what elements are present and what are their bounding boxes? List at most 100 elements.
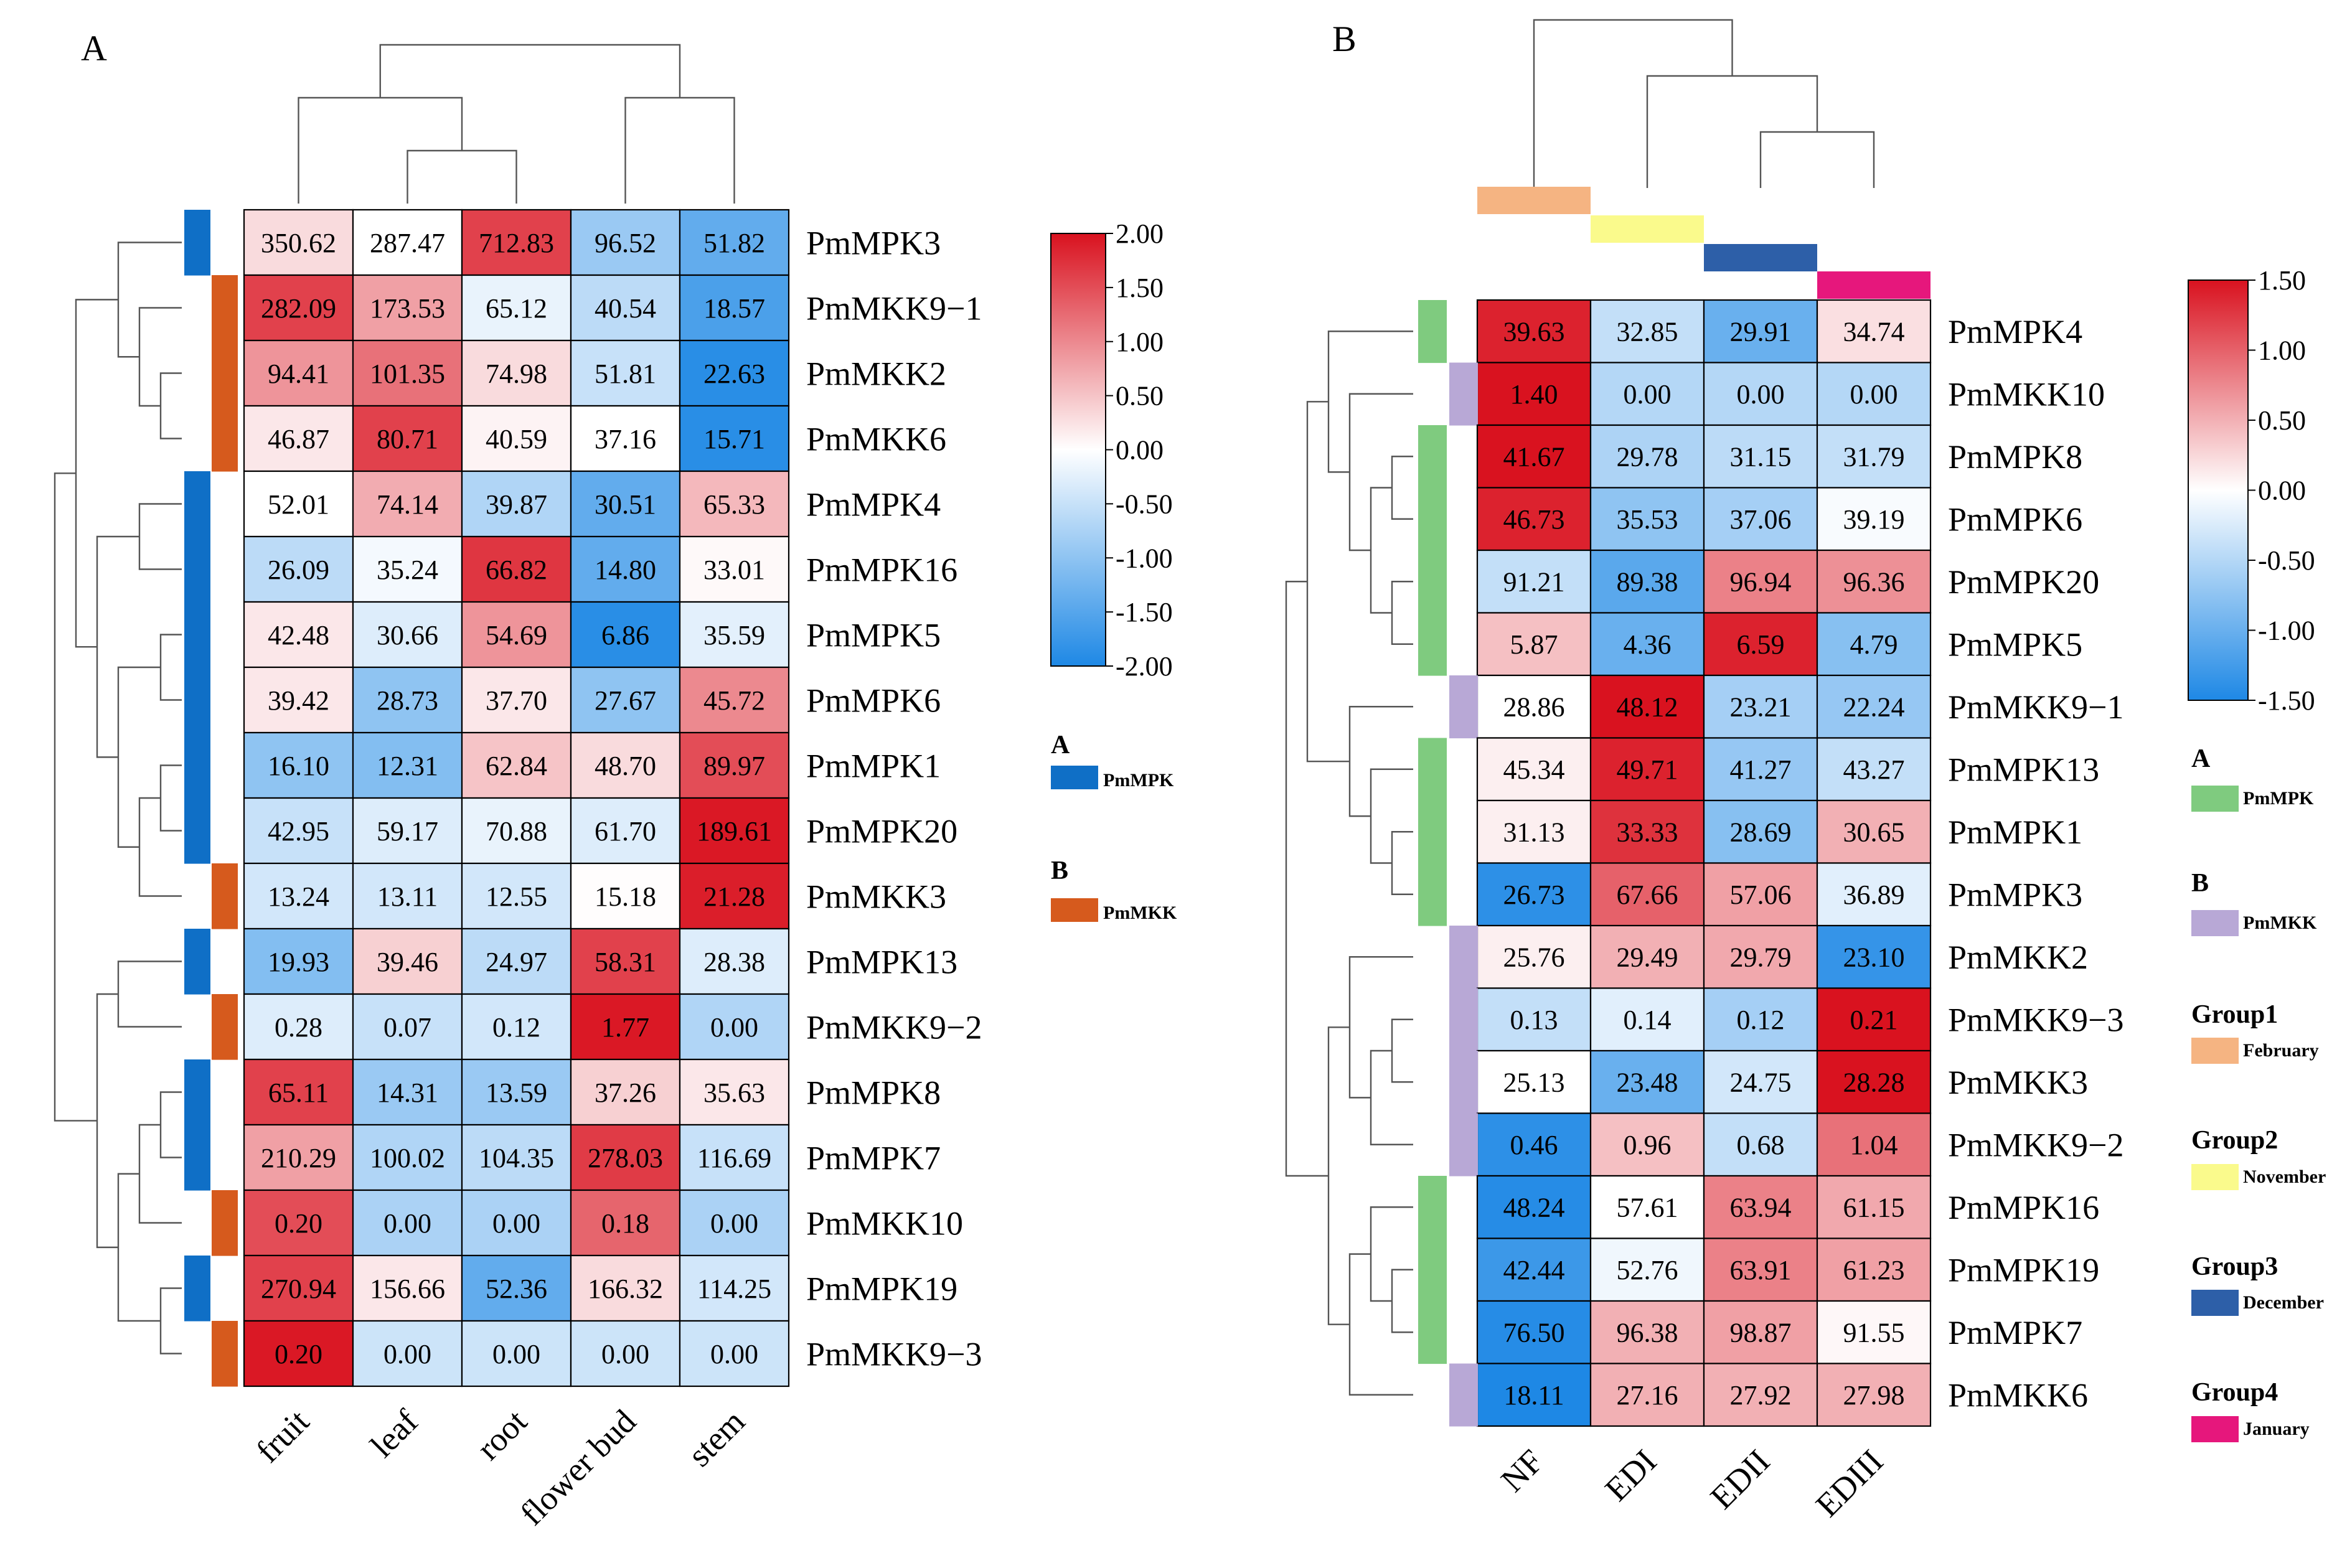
panel-a-value-label: 0.00 <box>710 1208 758 1239</box>
panel-b-family-bar-pmmpk1 <box>1418 800 1447 864</box>
panel-b-cell-pmmpk5-edii <box>1703 612 1818 677</box>
panel-a-value-label: 282.09 <box>261 293 336 324</box>
panel-a-value-label: 42.48 <box>268 620 329 650</box>
panel-b-cell-pmmpk13-edi <box>1589 737 1705 802</box>
panel-a-value-label: 0.00 <box>601 1339 649 1369</box>
panel-b-value-label: 30.65 <box>1843 817 1905 848</box>
panel-a-family-bar-pmmpk8 <box>184 1059 210 1125</box>
panel-a-cell-pmmkk10-stem <box>679 1189 790 1257</box>
panel-b-family-bar-pmmkk2 <box>1449 926 1478 989</box>
panel-b-column-dendrogram-branch <box>1533 19 1733 188</box>
panel-b-group-bar-nf <box>1477 187 1591 214</box>
panel-b-cell-pmmkk9-2-nf <box>1476 1112 1592 1177</box>
panel-b-cell-pmmkk6-edii <box>1703 1363 1818 1427</box>
panel-a-scale-tick-label: -1.50 <box>1116 597 1173 627</box>
panel-b-value-label: 57.06 <box>1730 880 1792 910</box>
panel-a-cell-pmmpk16-flower-bud <box>570 535 681 603</box>
panel-b-value-label: 24.75 <box>1730 1068 1792 1098</box>
panel-b-value-label: 63.94 <box>1730 1193 1792 1223</box>
panel-a-scale-tick-label: -2.00 <box>1116 651 1173 682</box>
panel-a-cell-pmmpk6-fruit <box>243 666 354 734</box>
panel-a-cell-pmmkk10-flower-bud <box>570 1189 681 1257</box>
panel-a-cell-pmmpk19-root <box>461 1254 572 1322</box>
panel-b-cell-pmmpk19-edi <box>1589 1237 1705 1302</box>
panel-a-family-bar-pmmpk3 <box>184 210 210 276</box>
panel-b-row-label-pmmpk1: PmMPK1 <box>1948 814 2082 851</box>
panel-a-value-label: 22.63 <box>703 359 765 389</box>
panel-a-cell-pmmpk4-flower-bud <box>570 470 681 538</box>
panel-b-cell-pmmpk20-ediii <box>1816 549 1932 614</box>
panel-a-value-label: 28.73 <box>377 685 438 716</box>
panel-a-family-bar-pmmkk9-3 <box>212 1321 238 1387</box>
panel-a-cell-pmmpk4-leaf <box>352 470 463 538</box>
panel-b-value-label: 23.10 <box>1843 942 1905 973</box>
panel-a-value-label: 116.69 <box>697 1143 771 1173</box>
panel-a-scale-tick-label: 0.50 <box>1116 381 1164 411</box>
panel-a-value-label: 14.31 <box>377 1077 438 1108</box>
panel-a-cell-pmmpk20-root <box>461 797 572 865</box>
panel-a-cell-pmmkk3-fruit <box>243 862 354 930</box>
panel-b-cell-pmmkk9-2-ediii <box>1816 1112 1932 1177</box>
panel-b-row-dendrogram-branch <box>1285 581 1329 1177</box>
panel-a-cell-pmmkk2-stem <box>679 339 790 407</box>
panel-a-cell-pmmpk4-fruit <box>243 470 354 538</box>
family-legend-pmmpk-swatch <box>1051 766 1098 789</box>
panel-a-cell-pmmpk16-leaf <box>352 535 463 603</box>
panel-b-label: B <box>1332 19 1357 59</box>
family-legend-b-a-title: A <box>2191 744 2211 773</box>
panel-a-cell-pmmkk6-stem <box>679 405 790 472</box>
panel-b-row-label-pmmpk3: PmMPK3 <box>1948 876 2082 914</box>
panel-a-cell-pmmpk4-root <box>461 470 572 538</box>
panel-a-row-label-pmmkk9-2: PmMKK9−2 <box>806 1008 982 1046</box>
panel-a-scale-tick-label: -1.00 <box>1116 543 1173 573</box>
panel-b-cell-pmmpk20-edii <box>1703 549 1818 614</box>
panel-b-cell-pmmpk8-ediii <box>1816 424 1932 489</box>
panel-b-value-label: 6.59 <box>1737 629 1785 660</box>
panel-a-cell-pmmpk7-fruit <box>243 1124 354 1191</box>
panel-a-row-label-pmmkk9-3: PmMKK9−3 <box>806 1335 982 1373</box>
panel-a-cell-pmmpk3-leaf <box>352 209 463 276</box>
panel-a-label: A <box>81 28 107 68</box>
panel-b-value-label: 41.67 <box>1503 442 1565 472</box>
panel-a-row-label-pmmkk2: PmMKK2 <box>806 355 946 392</box>
panel-b-family-bar-pmmkk3 <box>1449 1051 1478 1114</box>
panel-b-cell-pmmkk2-edi <box>1589 924 1705 989</box>
panel-b-row-label-pmmpk13: PmMPK13 <box>1948 751 2099 789</box>
panel-a-cell-pmmpk8-stem <box>679 1058 790 1126</box>
panel-b-value-label: 25.76 <box>1503 942 1565 973</box>
panel-b-cell-pmmpk16-edi <box>1589 1175 1705 1239</box>
panel-b-value-label: 45.34 <box>1503 754 1565 785</box>
panel-b-cell-pmmpk13-ediii <box>1816 737 1932 802</box>
panel-b-cell-pmmpk3-edi <box>1589 862 1705 927</box>
panel-b-row-label-pmmpk20: PmMPK20 <box>1948 563 2099 601</box>
panel-b-scale-tick-label: 0.00 <box>2258 476 2306 506</box>
panel-a-cell-pmmpk6-flower-bud <box>570 666 681 734</box>
panel-a-value-label: 287.47 <box>370 228 445 258</box>
panel-b-value-label: 23.48 <box>1617 1068 1678 1098</box>
panel-b-value-label: 28.28 <box>1843 1068 1905 1098</box>
panel-a-cell-pmmpk1-flower-bud <box>570 731 681 799</box>
group-legend-1-title: Group1 <box>2191 1000 2278 1029</box>
panel-a-cell-pmmkk3-stem <box>679 862 790 930</box>
panel-b-heatmap: 39.63 32.85 29.91 34.74 PmMPK4 1.40 0.00 0.00 0.… <box>1418 187 2124 1524</box>
panel-b-value-label: 34.74 <box>1843 317 1905 347</box>
panel-b-value-label: 29.79 <box>1730 942 1792 973</box>
panel-b-value-label: 91.55 <box>1843 1318 1905 1348</box>
panel-b-family-bar-pmmpk4 <box>1418 300 1447 364</box>
panel-a-cell-pmmkk9-3-fruit <box>243 1320 354 1387</box>
panel-b-family-bar-pmmpk20 <box>1418 550 1447 614</box>
panel-b-value-label: 23.21 <box>1730 692 1792 723</box>
panel-a-cell-pmmkk9-1-stem <box>679 274 790 342</box>
panel-b-value-label: 36.89 <box>1843 880 1905 910</box>
panel-a-cell-pmmpk6-stem <box>679 666 790 734</box>
panel-a-value-label: 21.28 <box>703 881 765 912</box>
panel-a-value-label: 12.55 <box>486 881 547 912</box>
panel-a-scale-tick-label: 1.50 <box>1116 273 1164 303</box>
panel-a-heatmap: 350.62 287.47 712.83 96.52 51.82 PmMPK3 282.09… <box>184 209 982 1533</box>
panel-a-cell-pmmkk9-3-stem <box>679 1320 790 1387</box>
family-legend-b-pmmkk-swatch <box>2191 910 2239 936</box>
panel-a-value-label: 40.59 <box>486 424 547 454</box>
panel-a-family-bar-pmmkk9-2 <box>212 994 238 1060</box>
panel-a-row-label-pmmpk6: PmMPK6 <box>806 682 941 719</box>
panel-a-cell-pmmpk1-leaf <box>352 731 463 799</box>
